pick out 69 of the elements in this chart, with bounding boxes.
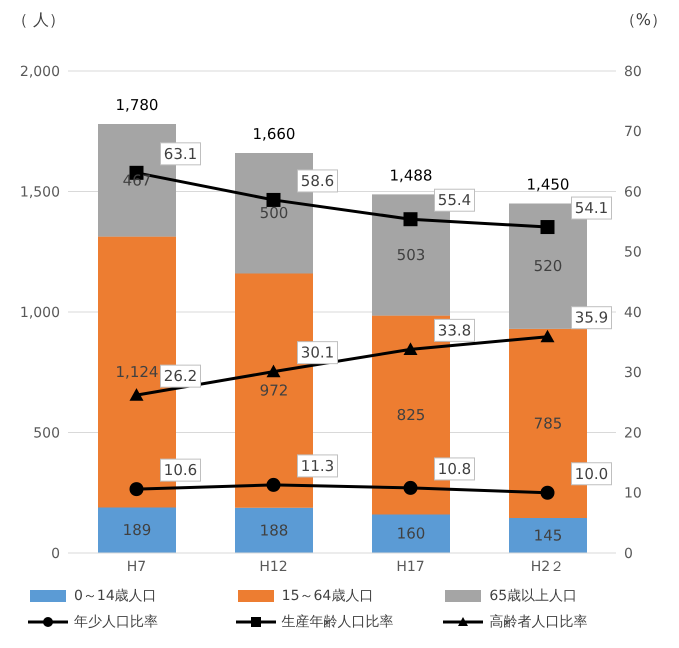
legend-label: 高齢者人口比率 <box>489 613 588 631</box>
data-label: 520 <box>534 257 562 276</box>
point <box>404 480 418 495</box>
data-label: 55.4 <box>438 191 472 210</box>
total-label: 1,488 <box>390 166 432 184</box>
point <box>130 482 144 496</box>
data-label: 35.9 <box>574 308 608 327</box>
y-tick-label: 0 <box>51 546 60 562</box>
data-label: 63.1 <box>164 144 198 163</box>
bar <box>235 508 313 553</box>
point <box>266 364 280 378</box>
data-label: 11.3 <box>300 456 334 475</box>
y2-tick-label: 0 <box>624 546 633 562</box>
point <box>266 192 280 207</box>
point <box>266 478 280 492</box>
y2-tick-label: 60 <box>624 184 642 200</box>
total-label: 1,660 <box>252 124 296 143</box>
point <box>404 342 418 355</box>
data-label: 145 <box>534 526 562 545</box>
data-label: 503 <box>396 246 426 264</box>
x-tick-label: H12 <box>259 558 288 575</box>
bar <box>372 514 450 553</box>
y2-tick-label: 70 <box>624 124 642 140</box>
data-label: 58.6 <box>300 172 334 190</box>
y2-tick-label: 80 <box>624 64 642 80</box>
y2-tick-label: 30 <box>624 365 642 382</box>
legend-label: 0～14歳人口 <box>74 587 157 605</box>
y-tick-label: 1,500 <box>20 184 60 200</box>
data-label: 1,124 <box>116 363 158 382</box>
data-label: 10.6 <box>164 461 198 480</box>
total-label: 1,450 <box>526 176 570 194</box>
point <box>540 330 554 342</box>
x-tick-label: H7 <box>126 558 146 575</box>
point <box>540 220 554 234</box>
data-label: 10.0 <box>574 464 608 483</box>
data-label: 467 <box>122 171 152 190</box>
total-label: 1,780 <box>116 96 158 114</box>
y2-tick-label: 40 <box>624 304 642 321</box>
data-label: 500 <box>260 204 288 222</box>
legend-label: 年少人口比率 <box>74 613 158 631</box>
legend-label: 生産年齢人口比率 <box>282 613 394 631</box>
y-tick-label: 500 <box>33 425 60 442</box>
point <box>130 388 144 401</box>
data-label: 30.1 <box>300 344 334 362</box>
y2-tick-label: 20 <box>624 425 642 442</box>
data-label: 10.8 <box>438 460 472 478</box>
y-tick-label: 1,000 <box>20 304 60 321</box>
data-label: 785 <box>534 414 562 432</box>
y2-axis-title: （%） <box>620 10 667 31</box>
data-label: 33.8 <box>438 321 472 340</box>
y2-tick-label: 50 <box>624 244 642 261</box>
data-label: 188 <box>260 521 288 540</box>
y2-tick-label: 10 <box>624 486 642 502</box>
bar <box>98 507 176 553</box>
bar <box>509 518 587 553</box>
data-label: 26.2 <box>164 367 198 386</box>
x-tick-label: H17 <box>396 558 425 575</box>
point <box>540 486 554 500</box>
data-label: 54.1 <box>574 199 608 218</box>
data-label: 972 <box>260 382 288 400</box>
legend-label: 15～64歳人口 <box>282 587 374 605</box>
data-label: 825 <box>396 406 426 424</box>
point <box>404 212 418 226</box>
data-label: 160 <box>396 524 426 543</box>
legend-label: 65歳以上人口 <box>489 587 578 605</box>
data-label: 189 <box>122 521 152 540</box>
x-tick-label: H2２ <box>530 558 564 575</box>
y-axis-title: （ 人） <box>12 10 66 31</box>
y-tick-label: 2,000 <box>20 64 60 80</box>
